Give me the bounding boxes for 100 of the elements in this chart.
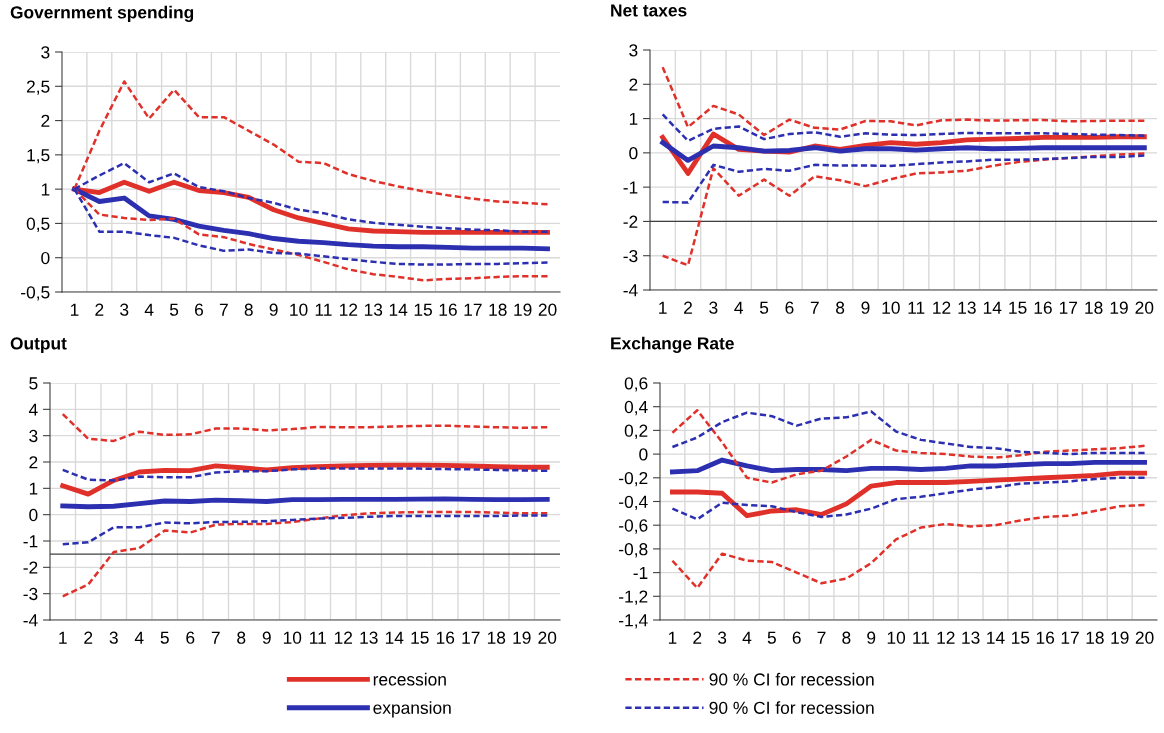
x-tick-label: 9: [269, 303, 278, 316]
x-tick-label: 4: [134, 631, 144, 644]
x-tick-label: 14: [389, 303, 408, 316]
chart-title: Government spending: [10, 5, 194, 22]
y-tick-label: -0,2: [619, 471, 648, 487]
y-tick-label: 4: [28, 403, 38, 416]
x-tick-label: 2: [684, 301, 692, 314]
line-series: [60, 462, 550, 497]
y-tick-label: 0,5: [26, 217, 50, 232]
x-tick-label: 14: [987, 631, 1005, 644]
x-tick-label: 11: [315, 303, 332, 316]
x-tick-label: 10: [882, 301, 900, 314]
x-tick-label: 9: [861, 301, 870, 314]
x-tick-label: 10: [290, 303, 308, 316]
x-tick-label: 12: [933, 301, 951, 314]
x-tick-label: 5: [160, 631, 169, 644]
legend-label: recession: [373, 672, 446, 686]
x-tick-label: 6: [186, 631, 195, 644]
line-series: [61, 514, 549, 546]
x-tick-label: 5: [169, 303, 179, 316]
line-series: [661, 65, 1146, 137]
x-tick-label: 3: [120, 303, 129, 316]
x-tick-label: 18: [1086, 631, 1104, 644]
line-series: [671, 476, 1146, 521]
x-tick-label: 13: [962, 631, 980, 644]
y-tick-label: 3: [29, 429, 38, 443]
y-tick-label: 3: [629, 44, 638, 57]
x-tick-label: 5: [759, 301, 769, 314]
x-tick-label: 12: [937, 631, 955, 644]
line-series: [60, 496, 550, 510]
legend-label: 90 % CI for recession: [709, 672, 874, 686]
x-tick-label: 1: [668, 631, 677, 644]
chart-title: Output: [10, 337, 67, 353]
x-tick-label: 17: [1059, 301, 1078, 314]
y-tick-label: 0: [41, 251, 50, 265]
y-tick-label: 0: [629, 147, 638, 160]
legend-label: expansion: [373, 701, 451, 718]
x-tick-label: 3: [717, 631, 727, 644]
x-tick-label: 13: [364, 303, 383, 316]
y-tick-label: -1: [633, 566, 648, 579]
x-tick-label: 8: [842, 631, 851, 644]
y-tick-label: 0: [639, 448, 648, 461]
x-tick-label: 6: [785, 301, 794, 314]
x-tick-label: 16: [1036, 631, 1055, 644]
y-tick-label: -0,4: [619, 495, 648, 511]
x-tick-label: 10: [887, 631, 906, 644]
y-tick-label: -4: [623, 284, 638, 297]
x-tick-label: 17: [464, 303, 482, 316]
x-tick-label: 13: [958, 301, 976, 314]
line-series: [671, 410, 1146, 456]
y-tick-label: 1,5: [27, 149, 50, 164]
line-series: [669, 457, 1147, 475]
y-tick-label: 2,5: [26, 80, 50, 95]
y-tick-label: 5: [29, 377, 38, 390]
x-tick-label: 7: [817, 631, 826, 644]
chart-title: Net taxes: [611, 4, 687, 17]
x-tick-label: 16: [1034, 301, 1052, 314]
y-tick-label: 0: [29, 508, 38, 522]
y-tick-label: -1: [23, 535, 38, 548]
x-tick-label: 14: [385, 631, 404, 644]
y-tick-label: -1,4: [619, 614, 648, 629]
chart-title: Exchange Rate: [611, 336, 734, 353]
x-tick-label: 12: [340, 303, 358, 316]
x-tick-label: 13: [360, 631, 378, 644]
x-tick-label: 20: [1135, 301, 1154, 314]
line-series: [661, 152, 1146, 267]
y-tick-label: -4: [23, 614, 38, 627]
x-tick-label: 11: [310, 631, 326, 644]
x-tick-label: 16: [439, 303, 457, 316]
x-tick-label: 17: [1061, 631, 1079, 644]
x-tick-label: 1: [59, 631, 67, 644]
x-tick-label: 19: [1110, 301, 1128, 314]
x-tick-label: 3: [109, 631, 118, 644]
x-tick-label: 7: [211, 631, 220, 644]
y-tick-label: 1: [41, 183, 50, 196]
x-tick-label: 9: [262, 631, 271, 644]
line-series: [61, 510, 549, 598]
y-tick-label: -3: [23, 587, 38, 601]
x-tick-label: 8: [237, 631, 246, 644]
x-tick-label: 10: [283, 631, 302, 644]
y-tick-label: 3: [41, 46, 50, 59]
x-tick-label: 15: [1009, 301, 1027, 314]
x-tick-label: 2: [84, 631, 93, 644]
x-tick-label: 15: [414, 303, 432, 316]
y-tick-label: 0,6: [624, 377, 648, 392]
x-tick-label: 7: [219, 303, 228, 316]
x-tick-label: 20: [538, 631, 557, 644]
y-tick-label: 2: [29, 456, 38, 469]
y-tick-label: -1: [623, 181, 638, 194]
y-tick-label: -0,5: [21, 286, 50, 301]
x-tick-label: 3: [709, 301, 718, 314]
x-tick-label: 15: [411, 631, 429, 644]
y-tick-label: 0,2: [624, 424, 648, 439]
y-tick-label: 0,4: [624, 400, 648, 416]
x-tick-label: 4: [144, 303, 154, 316]
x-tick-label: 8: [244, 303, 253, 316]
y-tick-label: -0,8: [619, 543, 648, 558]
y-tick-label: -1,2: [619, 590, 648, 605]
line-series: [669, 470, 1147, 519]
y-tick-label: -2: [23, 561, 38, 574]
